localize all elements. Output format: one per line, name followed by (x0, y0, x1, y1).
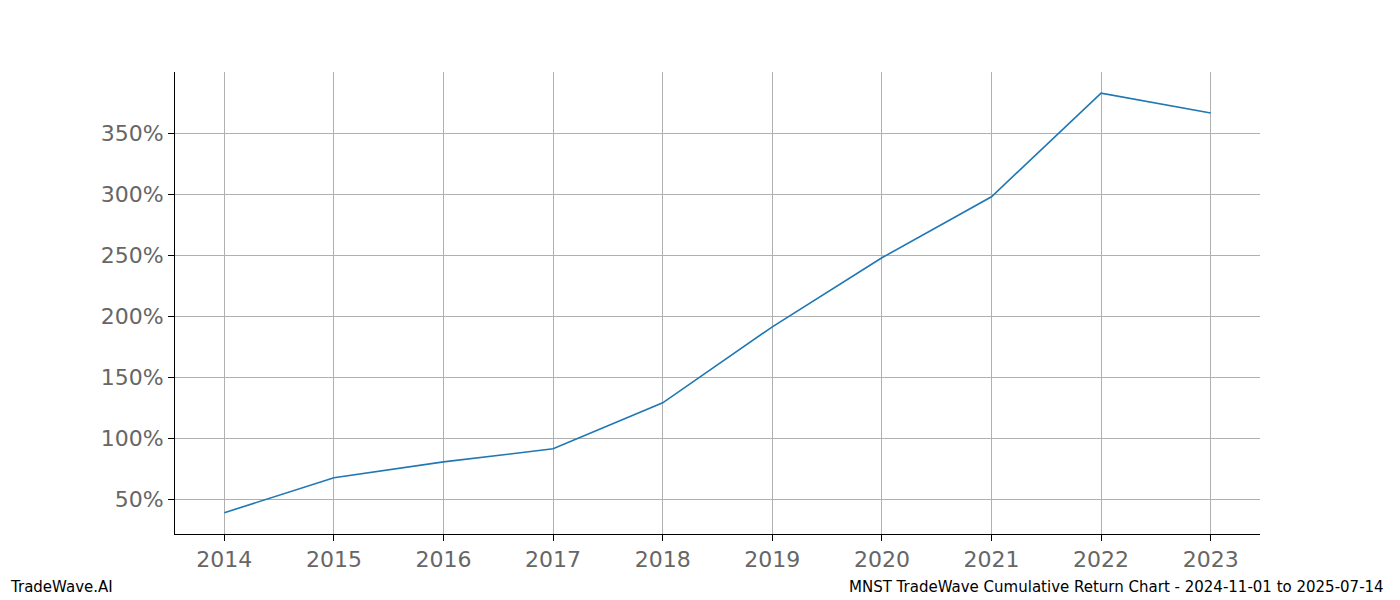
svg-text:2014: 2014 (196, 547, 252, 572)
svg-text:TradeWave.AI: TradeWave.AI (10, 578, 113, 596)
svg-text:2016: 2016 (416, 547, 472, 572)
svg-text:2020: 2020 (854, 547, 910, 572)
svg-text:200%: 200% (101, 304, 164, 329)
svg-text:100%: 100% (101, 426, 164, 451)
svg-text:150%: 150% (101, 365, 164, 390)
svg-text:2018: 2018 (635, 547, 691, 572)
svg-text:2015: 2015 (306, 547, 362, 572)
svg-text:50%: 50% (115, 487, 164, 512)
svg-text:2023: 2023 (1183, 547, 1239, 572)
svg-text:250%: 250% (101, 243, 164, 268)
svg-text:2017: 2017 (525, 547, 581, 572)
svg-text:2021: 2021 (963, 547, 1019, 572)
svg-text:2022: 2022 (1073, 547, 1129, 572)
svg-text:350%: 350% (101, 121, 164, 146)
svg-text:2019: 2019 (744, 547, 800, 572)
svg-text:MNST TradeWave Cumulative Retu: MNST TradeWave Cumulative Return Chart -… (849, 578, 1384, 596)
svg-text:300%: 300% (101, 182, 164, 207)
